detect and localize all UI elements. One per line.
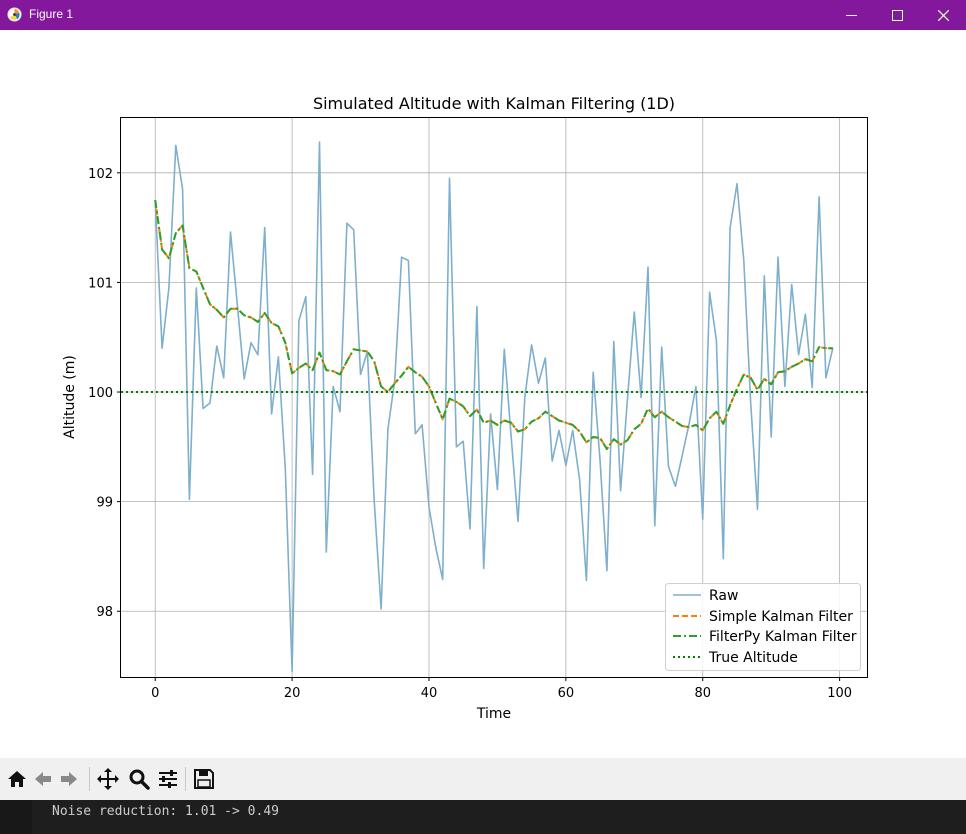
window-titlebar: Figure 1 [0,0,966,30]
legend-label-true-altitude: True Altitude [708,650,798,666]
series-filterpy-kalman-filter-line [154,200,833,450]
x-axis-label: Time [476,706,511,722]
zoom-icon [129,769,150,790]
legend-label-filterpy-kalman: FilterPy Kalman Filter [709,629,857,645]
y-tick-label: 100 [88,386,113,401]
series-raw-line [154,141,834,673]
terminal-panel: Noise reduction: 1.01 -> 0.49 [0,800,966,834]
minimize-icon [845,14,857,16]
save-icon [194,769,214,789]
forward-icon [61,772,77,786]
home-button[interactable] [4,766,30,792]
legend-label-raw: Raw [709,588,738,604]
series-group [121,141,867,673]
x-tick-label: 40 [421,686,438,701]
home-icon [8,771,26,787]
y-tick-label: 99 [96,496,113,511]
maximize-icon [891,9,903,21]
figure-canvas[interactable]: Simulated Altitude with Kalman Filtering… [0,30,966,758]
x-tick-label: 20 [284,686,301,701]
pan-button[interactable] [95,766,121,792]
toolbar-separator [185,767,186,791]
y-tick-label: 102 [88,167,113,182]
maximize-button[interactable] [874,0,920,30]
axis-ticks: 0 20 40 60 80 100 98 99 100 101 102 [88,167,852,701]
zoom-button[interactable] [126,766,152,792]
back-icon [35,772,51,786]
save-button[interactable] [191,766,217,792]
plot-frame [120,117,868,678]
matplotlib-figure-icon [7,7,22,22]
chart-title: Simulated Altitude with Kalman Filtering… [313,94,675,113]
forward-button[interactable] [56,766,82,792]
y-tick-label: 98 [96,605,113,620]
minimize-button[interactable] [828,0,874,30]
x-tick-label: 80 [694,686,711,701]
configure-subplots-button[interactable] [155,766,181,792]
x-tick-label: 60 [558,686,575,701]
console-output-line: Noise reduction: 1.01 -> 0.49 [52,804,279,819]
series-simple-kalman-filter-line [154,200,833,450]
close-button[interactable] [920,0,966,30]
window-title: Figure 1 [29,7,74,21]
pan-icon [97,768,119,790]
y-axis-label: Altitude (m) [62,355,78,439]
x-tick-label: 0 [151,686,159,701]
close-icon [937,9,949,21]
y-tick-label: 101 [88,276,113,291]
back-button[interactable] [30,766,56,792]
toolbar-separator [89,767,90,791]
legend-box [665,583,861,671]
terminal-gutter [0,800,32,834]
legend-label-simple-kalman: Simple Kalman Filter [709,609,853,625]
x-tick-label: 100 [827,686,852,701]
configure-subplots-icon [159,770,177,788]
navigation-toolbar [0,758,966,800]
legend: Raw Simple Kalman Filter FilterPy Kalman… [665,583,861,671]
altitude-chart: Simulated Altitude with Kalman Filtering… [62,94,868,722]
